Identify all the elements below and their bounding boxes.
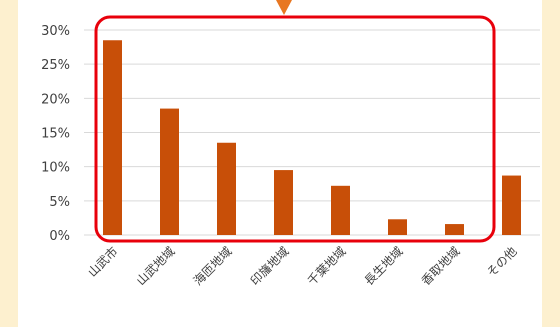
y-tick-label: 30% [41, 24, 70, 39]
x-category-label: 山武市 [85, 244, 121, 280]
y-tick-label: 25% [41, 58, 70, 73]
y-tick-label: 15% [41, 127, 70, 142]
x-category-label: 長生地域 [362, 244, 406, 288]
y-axis-ticks: 0% 5% 10% 15% 20% 25% 30% [41, 24, 70, 244]
x-category-label: 千葉地域 [305, 244, 349, 288]
bar [445, 224, 464, 235]
x-category-label: その他 [484, 244, 519, 279]
y-tick-label: 5% [49, 195, 70, 210]
y-tick-label: 0% [49, 229, 70, 244]
down-arrow-icon [276, 0, 292, 15]
bar [103, 40, 122, 235]
bar [274, 170, 293, 235]
bar [160, 108, 179, 235]
x-axis-labels: 山武市 山武地域 海匝地域 印旛地域 千葉地域 長生地域 香取地域 その他 [85, 244, 520, 289]
highlight-box [94, 15, 496, 243]
x-category-label: 山武地域 [134, 244, 178, 288]
x-category-label: 印旛地域 [247, 244, 292, 289]
bar [331, 185, 350, 235]
y-tick-label: 20% [41, 92, 70, 107]
bar [217, 142, 236, 235]
y-tick-label: 10% [41, 161, 70, 176]
x-category-label: 香取地域 [419, 244, 463, 288]
bar [502, 175, 521, 235]
x-category-label: 海匝地域 [190, 244, 235, 289]
gridlines [84, 29, 540, 236]
bars [103, 40, 521, 235]
bar [388, 219, 407, 235]
